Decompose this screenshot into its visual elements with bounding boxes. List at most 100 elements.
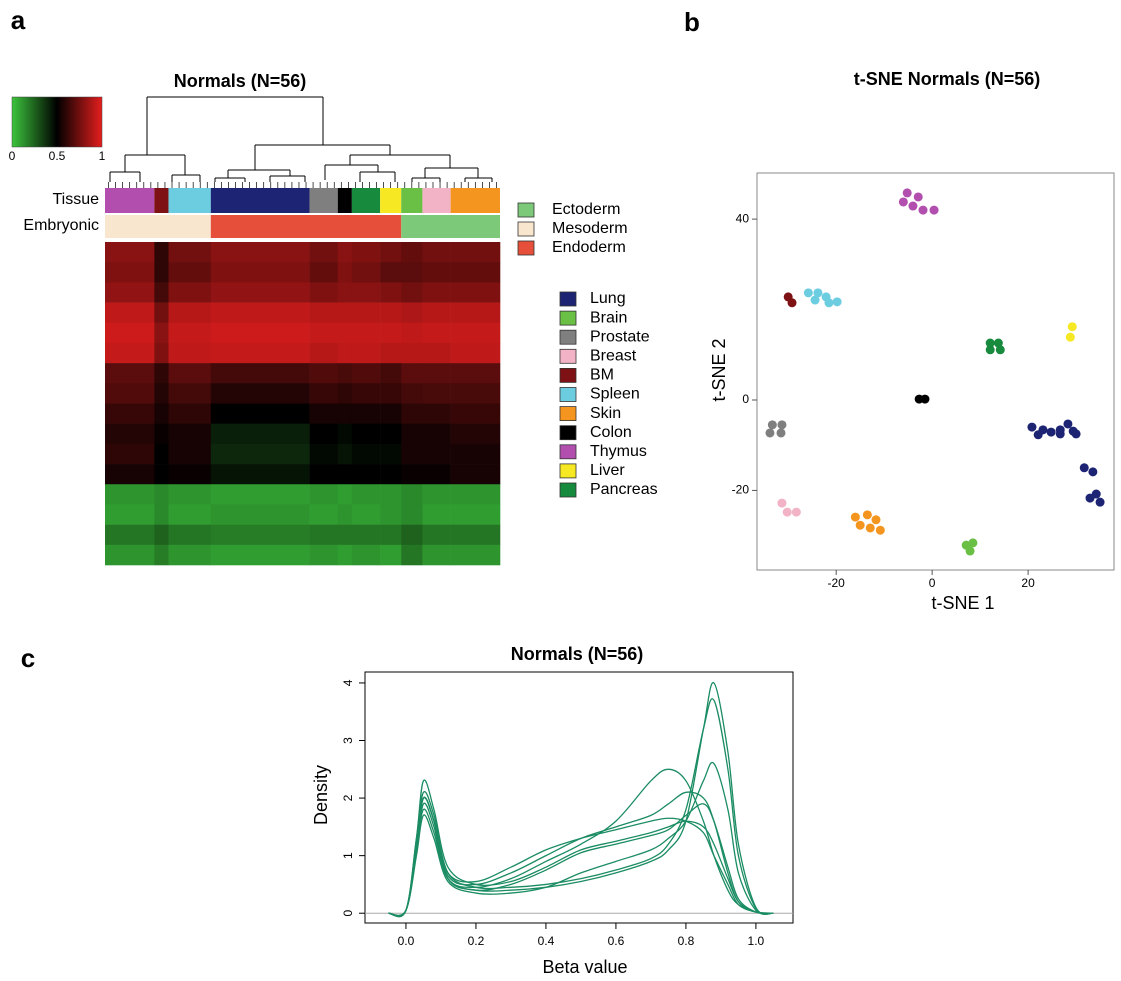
- tissue-bar: [337, 188, 352, 213]
- heatmap-cell: [351, 302, 381, 324]
- germ-layer-bar: [105, 215, 211, 238]
- heatmap-cell: [154, 342, 169, 364]
- heatmap-cell: [210, 504, 310, 525]
- point: [777, 498, 787, 508]
- point: [1095, 497, 1105, 507]
- y-tick-label: -20: [732, 483, 750, 497]
- heatmap-cell: [210, 322, 310, 344]
- x-tick-label: 0.2: [468, 934, 485, 948]
- heatmap-cell: [380, 403, 402, 424]
- heatmap-cell: [309, 363, 339, 384]
- heatmap-cell: [337, 504, 353, 525]
- y-tick-label: 40: [736, 211, 750, 225]
- heatmap-cell: [154, 262, 169, 283]
- point: [1046, 427, 1056, 437]
- y-tick-label: 0: [341, 910, 355, 917]
- germ-layer-bar: [210, 215, 402, 238]
- heatmap-cell: [309, 262, 339, 283]
- heatmap-cell: [450, 322, 501, 344]
- point: [1065, 332, 1075, 342]
- heatmap-cell: [450, 383, 501, 404]
- density-line: [388, 698, 774, 918]
- density-line: [388, 803, 774, 917]
- heatmap-cell: [168, 322, 212, 344]
- point: [862, 510, 872, 520]
- tissue-bar: [168, 188, 211, 213]
- heatmap-cell: [337, 282, 353, 303]
- heatmap-cell: [401, 363, 423, 384]
- point: [1033, 430, 1043, 440]
- heatmap-cell: [168, 242, 212, 263]
- heatmap-cell: [450, 403, 501, 424]
- point: [913, 192, 923, 202]
- heatmap-cell: [337, 484, 353, 505]
- heatmap-cell: [422, 342, 451, 364]
- heatmap-cell: [380, 322, 402, 344]
- tissue-bar: [351, 188, 381, 213]
- point: [908, 201, 918, 211]
- heatmap-cell: [154, 302, 169, 324]
- heatmap-cell: [380, 484, 402, 505]
- heatmap-cell: [105, 262, 155, 283]
- heatmap-cell: [105, 524, 155, 546]
- point: [965, 546, 975, 556]
- legend-swatch: [517, 240, 535, 256]
- heatmap-cell: [401, 544, 423, 566]
- density-line: [388, 761, 774, 916]
- point: [813, 288, 823, 298]
- heatmap-cell: [380, 504, 402, 525]
- heatmap-cell: [450, 484, 501, 505]
- heatmap-cell: [309, 403, 339, 424]
- legend-label: Colon: [590, 424, 632, 441]
- heatmap-cell: [309, 282, 339, 303]
- tissue-bar: [450, 188, 500, 213]
- colorbar: [11, 96, 103, 148]
- heatmap-cell: [154, 423, 169, 445]
- legend-label: Skin: [590, 405, 621, 422]
- heatmap-cell: [168, 262, 212, 283]
- heatmap-cell: [154, 403, 169, 424]
- heatmap-cell: [380, 242, 402, 263]
- plot-frame: [364, 671, 794, 924]
- legend-label: Prostate: [590, 328, 650, 345]
- heatmap-cell: [401, 322, 423, 344]
- heatmap-cell: [210, 544, 310, 566]
- point: [902, 188, 912, 198]
- heatmap-cell: [309, 484, 339, 505]
- heatmap-cell: [450, 282, 501, 303]
- heatmap-cell: [309, 423, 339, 445]
- legend-label: BM: [590, 367, 614, 384]
- heatmap-cell: [351, 282, 381, 303]
- heatmap-cell: [337, 423, 353, 445]
- x-tick-label: 0.8: [678, 934, 695, 948]
- heatmap-cell: [154, 464, 169, 485]
- point: [791, 507, 801, 517]
- heatmap-cell: [422, 322, 451, 344]
- heatmap-cell: [337, 443, 353, 465]
- heatmap-cell: [351, 342, 381, 364]
- density-line: [388, 779, 774, 918]
- x-tick-label: 0.6: [608, 934, 625, 948]
- heatmap-cell: [450, 302, 501, 324]
- heatmap-cell: [168, 282, 212, 303]
- heatmap-cell: [422, 504, 451, 525]
- heatmap-cell: [422, 282, 451, 303]
- heatmap-cell: [351, 544, 381, 566]
- heatmap-cell: [351, 464, 381, 485]
- panel-label: c: [21, 643, 35, 673]
- heatmap-cell: [351, 524, 381, 546]
- heatmap-cell: [401, 464, 423, 485]
- heatmap-cell: [309, 524, 339, 546]
- density-line: [388, 791, 774, 917]
- heatmap-cell: [401, 262, 423, 283]
- y-tick-label: 1: [341, 852, 355, 859]
- legend-label: Brain: [590, 309, 627, 326]
- heatmap-cell: [422, 262, 451, 283]
- heatmap-cell: [105, 443, 155, 465]
- heatmap-cell: [210, 403, 310, 424]
- heatmap-cell: [105, 282, 155, 303]
- heatmap-cell: [309, 342, 339, 364]
- heatmap-cell: [422, 383, 451, 404]
- heatmap-cell: [401, 342, 423, 364]
